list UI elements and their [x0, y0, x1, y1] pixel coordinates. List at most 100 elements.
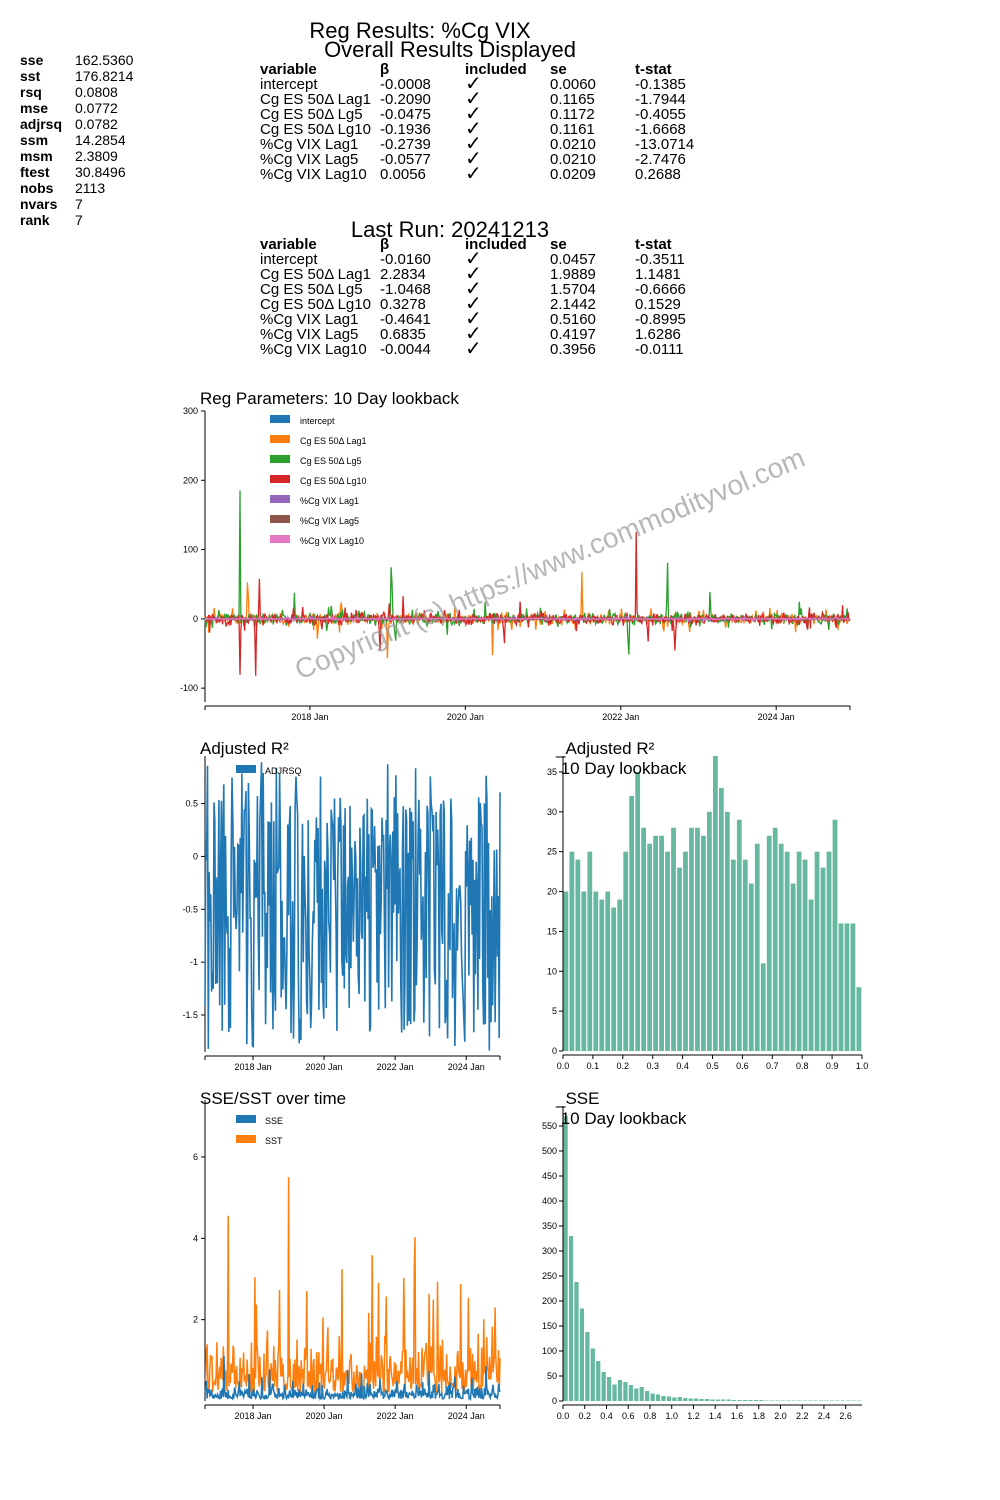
legend-swatch	[236, 1115, 256, 1123]
histogram-bar	[695, 827, 700, 1051]
histogram-bar	[813, 1400, 818, 1401]
table-cell: 0.0209	[550, 166, 596, 183]
x-tick-label: 1.6	[731, 1411, 744, 1421]
histogram-bar	[710, 1399, 715, 1401]
histogram-bar	[677, 1397, 682, 1401]
x-tick-label: 0.0	[557, 1061, 570, 1071]
stat-key: adjrsq	[20, 116, 63, 132]
histogram-bar	[683, 851, 688, 1051]
overall-results-table: variable β included se t-stat intercept -0.000…	[260, 61, 725, 184]
histogram-bar	[605, 891, 611, 1051]
x-tick-label: 2.6	[839, 1411, 852, 1421]
histogram-bar	[772, 827, 778, 1051]
histogram-bar	[568, 1236, 574, 1401]
histogram-bar	[713, 756, 718, 1051]
histogram-bar	[563, 1116, 568, 1401]
table-row: Cg ES 50Δ Lg5 -1.0468 ✓ 1.5704 -0.6666	[260, 279, 725, 299]
stat-value: 0.0772	[75, 100, 118, 116]
table-cell: 0.4197	[550, 326, 596, 343]
table-row: Cg ES 50Δ Lag1 2.2834 ✓ 1.9889 1.1481	[260, 264, 725, 284]
x-tick-label: 0.7	[766, 1061, 779, 1071]
table-cell: -1.6668	[635, 121, 686, 138]
table-cell: -2.7476	[635, 151, 686, 168]
table-cell: 2.2834	[380, 266, 426, 283]
table-cell: Cg ES 50Δ Lag1	[260, 91, 371, 108]
legend-label: %Cg VIX Lag10	[300, 536, 364, 546]
x-tick-label: 2024 Jan	[448, 1411, 485, 1421]
histogram-bar	[688, 1398, 693, 1401]
check-icon: ✓	[465, 118, 482, 140]
table-cell: 2.1442	[550, 296, 596, 313]
histogram-bar	[623, 851, 629, 1051]
y-tick-label: -0.5	[182, 904, 198, 914]
x-tick-label: 2020 Jan	[306, 1062, 343, 1072]
legend-label: ADJRSQ	[265, 766, 302, 776]
stat-key: rank	[20, 212, 50, 228]
table-cell: -0.0044	[380, 341, 431, 358]
table-header-row: variable β included se t-stat	[260, 237, 725, 252]
x-tick-label: 0.3	[646, 1061, 659, 1071]
histogram-bar	[748, 883, 754, 1051]
overall-results-table-wrap: variable β included se t-stat intercept -0.000…	[260, 61, 725, 184]
x-tick-label: 1.4	[709, 1411, 722, 1421]
histogram-bar	[857, 1400, 862, 1401]
x-tick-label: 1.2	[687, 1411, 700, 1421]
legend-label: SSE	[265, 1116, 283, 1126]
table-row: %Cg VIX Lag10 0.0056 ✓ 0.0209 0.2688	[260, 164, 725, 184]
stat-key: sse	[20, 52, 44, 68]
x-tick-label: 0.4	[600, 1411, 613, 1421]
x-tick-label: 2022 Jan	[377, 1411, 414, 1421]
histogram-bar	[754, 843, 760, 1051]
stat-row: msm 2.3809	[20, 148, 133, 164]
histogram-bar	[814, 851, 820, 1051]
x-tick-label: 0.9	[826, 1061, 839, 1071]
histogram-bar	[639, 1387, 644, 1401]
y-tick-label: 0	[552, 1396, 557, 1406]
table-row: Cg ES 50Δ Lg5 -0.0475 ✓ 0.1172 -0.4055	[260, 104, 725, 124]
adjrsq-series-line	[204, 762, 501, 1051]
y-tick-label: 450	[542, 1171, 557, 1181]
table-cell: 0.1529	[635, 296, 681, 313]
table-cell: -0.6666	[635, 281, 686, 298]
table-cell: 0.5160	[550, 311, 596, 328]
table-row: Cg ES 50Δ Lg10 -0.1936 ✓ 0.1161 -1.6668	[260, 118, 725, 140]
histogram-bar	[742, 1400, 748, 1401]
table-cell: %Cg VIX Lag1	[260, 311, 359, 328]
histogram-bar	[563, 891, 569, 1051]
y-tick-label: 100	[542, 1346, 557, 1356]
histogram-bar	[791, 1400, 797, 1401]
histogram-bar	[760, 963, 766, 1051]
table-cell: -1.0468	[380, 281, 431, 298]
histogram-bar	[820, 867, 826, 1051]
table-cell: 0.0056	[380, 166, 426, 183]
histogram-bar	[590, 1348, 595, 1401]
table-row: Cg ES 50Δ Lg10 0.3278 ✓ 2.1442 0.1529	[260, 294, 725, 314]
legend-label: Cg ES 50Δ Lg5	[300, 456, 362, 466]
stat-row: adjrsq 0.0782	[20, 116, 133, 132]
histogram-bar	[724, 811, 730, 1051]
table-cell: 0.0210	[550, 136, 596, 153]
histogram-bar	[796, 851, 802, 1051]
histogram-bar	[634, 1388, 639, 1401]
table-cell: -0.0008	[380, 76, 431, 93]
y-tick-label: 15	[547, 926, 557, 936]
y-tick-label: 150	[542, 1321, 557, 1331]
column-header: t-stat	[635, 236, 672, 253]
histogram-bar	[575, 859, 581, 1051]
table-cell: -0.0111	[635, 341, 684, 358]
stat-key: nobs	[20, 180, 54, 196]
legend-label: %Cg VIX Lag1	[300, 496, 359, 506]
y-tick-label: 4	[193, 1233, 198, 1243]
column-header: se	[550, 61, 567, 78]
adjrsq-hist-title: _Adjusted R² 10 Day lookback	[556, 739, 687, 778]
histogram-bar	[579, 1308, 585, 1401]
column-header: included	[465, 236, 527, 253]
stat-value: 0.0808	[75, 84, 118, 100]
histogram-bar	[826, 851, 832, 1051]
x-tick-label: 0.0	[557, 1411, 570, 1421]
histogram-bar	[764, 1400, 769, 1401]
x-tick-label: 0.4	[676, 1061, 689, 1071]
y-tick-label: 0	[552, 1046, 557, 1056]
histogram-bar	[851, 1400, 856, 1401]
y-tick-label: 100	[183, 545, 198, 555]
